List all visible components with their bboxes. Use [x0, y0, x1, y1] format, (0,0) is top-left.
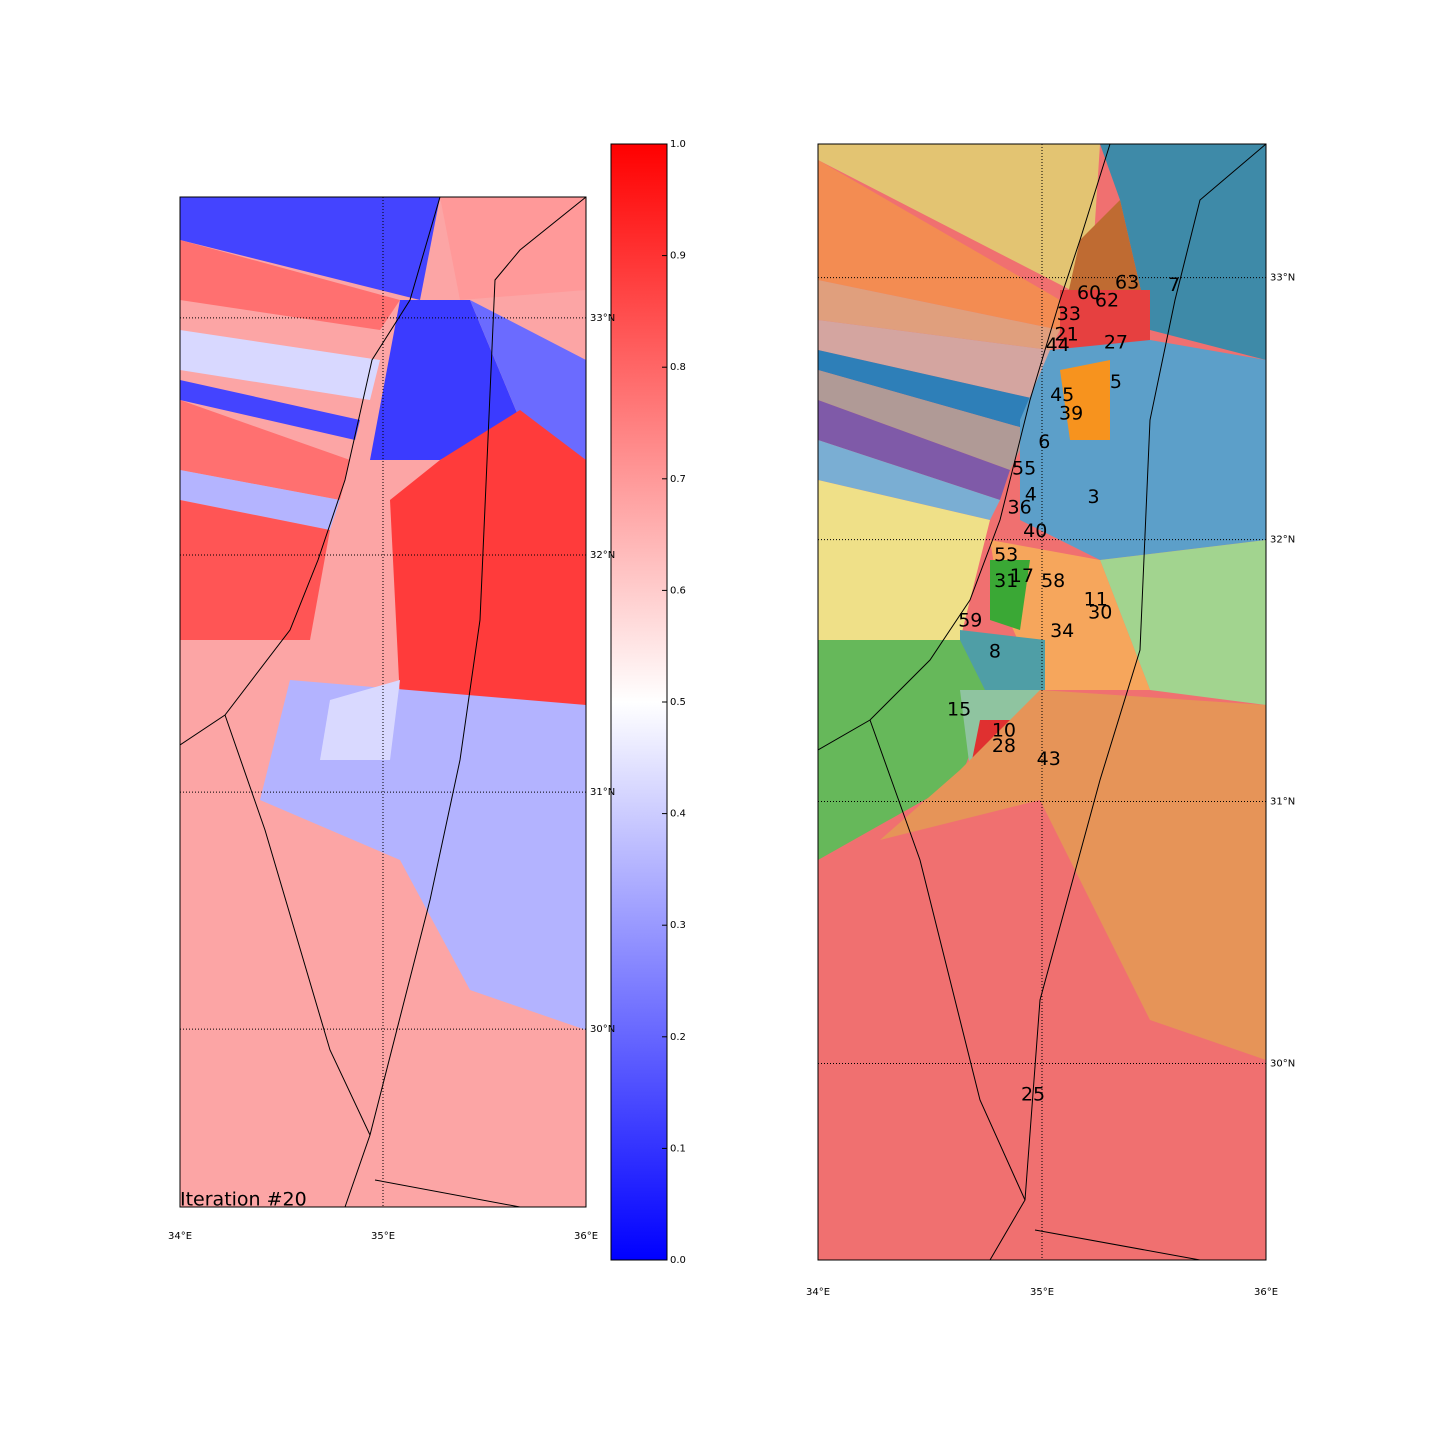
region-label: 7	[1168, 274, 1180, 296]
x-tick-label: 36°E	[574, 1231, 598, 1242]
colorbar-tick-label: 0.7	[670, 474, 686, 485]
region-label: 45	[1050, 384, 1074, 406]
colorbar-tick-label: 0.8	[670, 362, 686, 373]
region-label: 15	[947, 698, 971, 720]
x-tick-label: 34°E	[806, 1287, 830, 1298]
y-tick-label: 30°N	[590, 1024, 615, 1035]
region-label: 44	[1046, 334, 1070, 356]
region-label: 63	[1115, 271, 1139, 293]
y-tick-label: 31°N	[590, 787, 615, 798]
region-label: 55	[1012, 457, 1036, 479]
region-label: 21	[1055, 324, 1079, 346]
region-label: 39	[1059, 402, 1083, 424]
region-label: 27	[1104, 332, 1128, 354]
region-label: 60	[1077, 282, 1101, 304]
colorbar-tick-label: 0.6	[670, 585, 686, 596]
colorbar-tick-label: 0.9	[670, 251, 686, 262]
colorbar-tick-label: 0.2	[670, 1032, 686, 1043]
region-label: 17	[1010, 565, 1034, 587]
colorbar-tick-label: 0.5	[670, 697, 686, 708]
region-label: 33	[1057, 303, 1081, 325]
region-label: 43	[1037, 748, 1061, 770]
colorbar-tick-label: 0.1	[670, 1143, 686, 1154]
region-label: 5	[1110, 371, 1122, 393]
region-label: 6	[1038, 431, 1050, 453]
x-tick-label: 35°E	[1030, 1287, 1054, 1298]
x-tick-label: 34°E	[168, 1231, 192, 1242]
region-label: 36	[1008, 497, 1032, 519]
x-tick-label: 35°E	[371, 1231, 395, 1242]
region-label: 25	[1021, 1083, 1045, 1105]
region-label: 40	[1023, 520, 1047, 542]
iteration-label: Iteration #20	[180, 1189, 307, 1211]
x-tick-label: 36°E	[1254, 1287, 1278, 1298]
colorbar-tick-label: 0.3	[670, 920, 686, 931]
y-tick-label: 33°N	[1270, 273, 1295, 284]
colorbar-tick-label: 0.0	[670, 1255, 686, 1266]
region-label: 30	[1088, 601, 1112, 623]
region-label: 10	[992, 719, 1016, 741]
region-label: 34	[1050, 620, 1074, 642]
colorbar-tick-label: 1.0	[670, 139, 686, 150]
region-label: 62	[1095, 290, 1119, 312]
y-tick-label: 33°N	[590, 313, 615, 324]
region-label: 11	[1084, 588, 1108, 610]
y-tick-label: 30°N	[1270, 1059, 1295, 1070]
colorbar	[610, 143, 668, 1261]
y-tick-label: 32°N	[1270, 535, 1295, 546]
region-label: 59	[958, 609, 982, 631]
colorbar-tick-label: 0.4	[670, 809, 686, 820]
region-label: 53	[994, 544, 1018, 566]
region-label: 4	[1025, 484, 1037, 506]
region-label: 3	[1087, 486, 1099, 508]
region-label: 31	[994, 570, 1018, 592]
y-tick-label: 31°N	[1270, 797, 1295, 808]
region-label: 28	[992, 735, 1016, 757]
y-tick-label: 32°N	[590, 550, 615, 561]
region-label: 8	[989, 641, 1001, 663]
region-label: 58	[1041, 570, 1065, 592]
